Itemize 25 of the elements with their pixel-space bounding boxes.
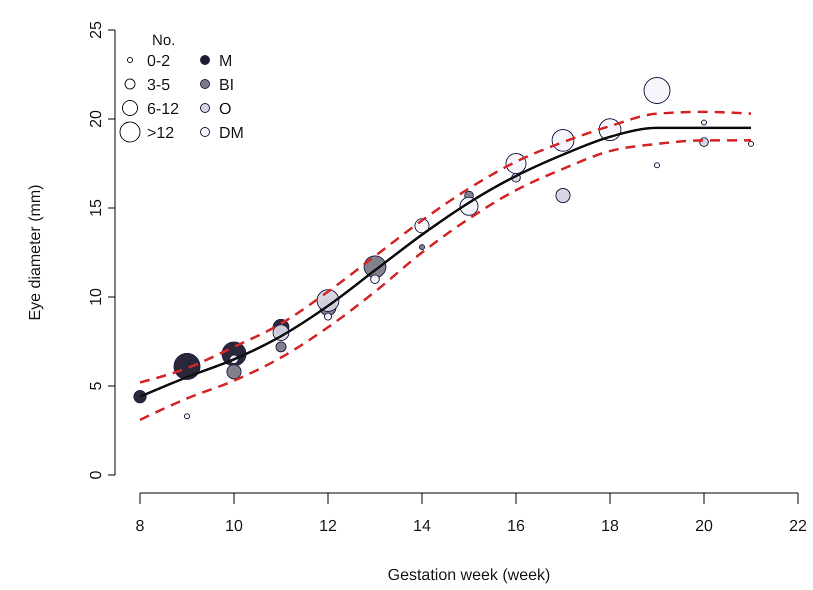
x-tick-label: 14 bbox=[413, 518, 431, 535]
legend-label: O bbox=[219, 101, 232, 118]
x-tick-label: 12 bbox=[319, 518, 337, 535]
x-tick-label: 18 bbox=[601, 518, 619, 535]
legend-label: BI bbox=[219, 77, 234, 94]
y-tick-label: 15 bbox=[88, 199, 105, 217]
y-tick-label: 0 bbox=[88, 470, 105, 480]
legend-label: 6-12 bbox=[147, 101, 180, 118]
y-tick-label: 10 bbox=[88, 288, 105, 306]
y-axis-title: Eye diameter (mm) bbox=[27, 184, 44, 321]
legend-label: 0-2 bbox=[147, 53, 170, 70]
x-axis-title: Gestation week (week) bbox=[388, 567, 550, 584]
y-tick-label: 20 bbox=[88, 110, 105, 128]
x-tick-label: 20 bbox=[695, 518, 713, 535]
x-tick-label: 16 bbox=[507, 518, 525, 535]
legend-label: M bbox=[219, 53, 232, 70]
y-tick-label: 5 bbox=[88, 381, 105, 390]
x-tick-label: 8 bbox=[136, 518, 145, 535]
x-tick-label: 22 bbox=[789, 518, 807, 535]
legend-title: No. bbox=[152, 32, 176, 49]
legend-label: >12 bbox=[147, 125, 174, 142]
x-tick-label: 10 bbox=[225, 518, 243, 535]
y-tick-label: 25 bbox=[88, 21, 105, 39]
legend-label: 3-5 bbox=[147, 77, 170, 94]
legend-label: DM bbox=[219, 125, 244, 142]
